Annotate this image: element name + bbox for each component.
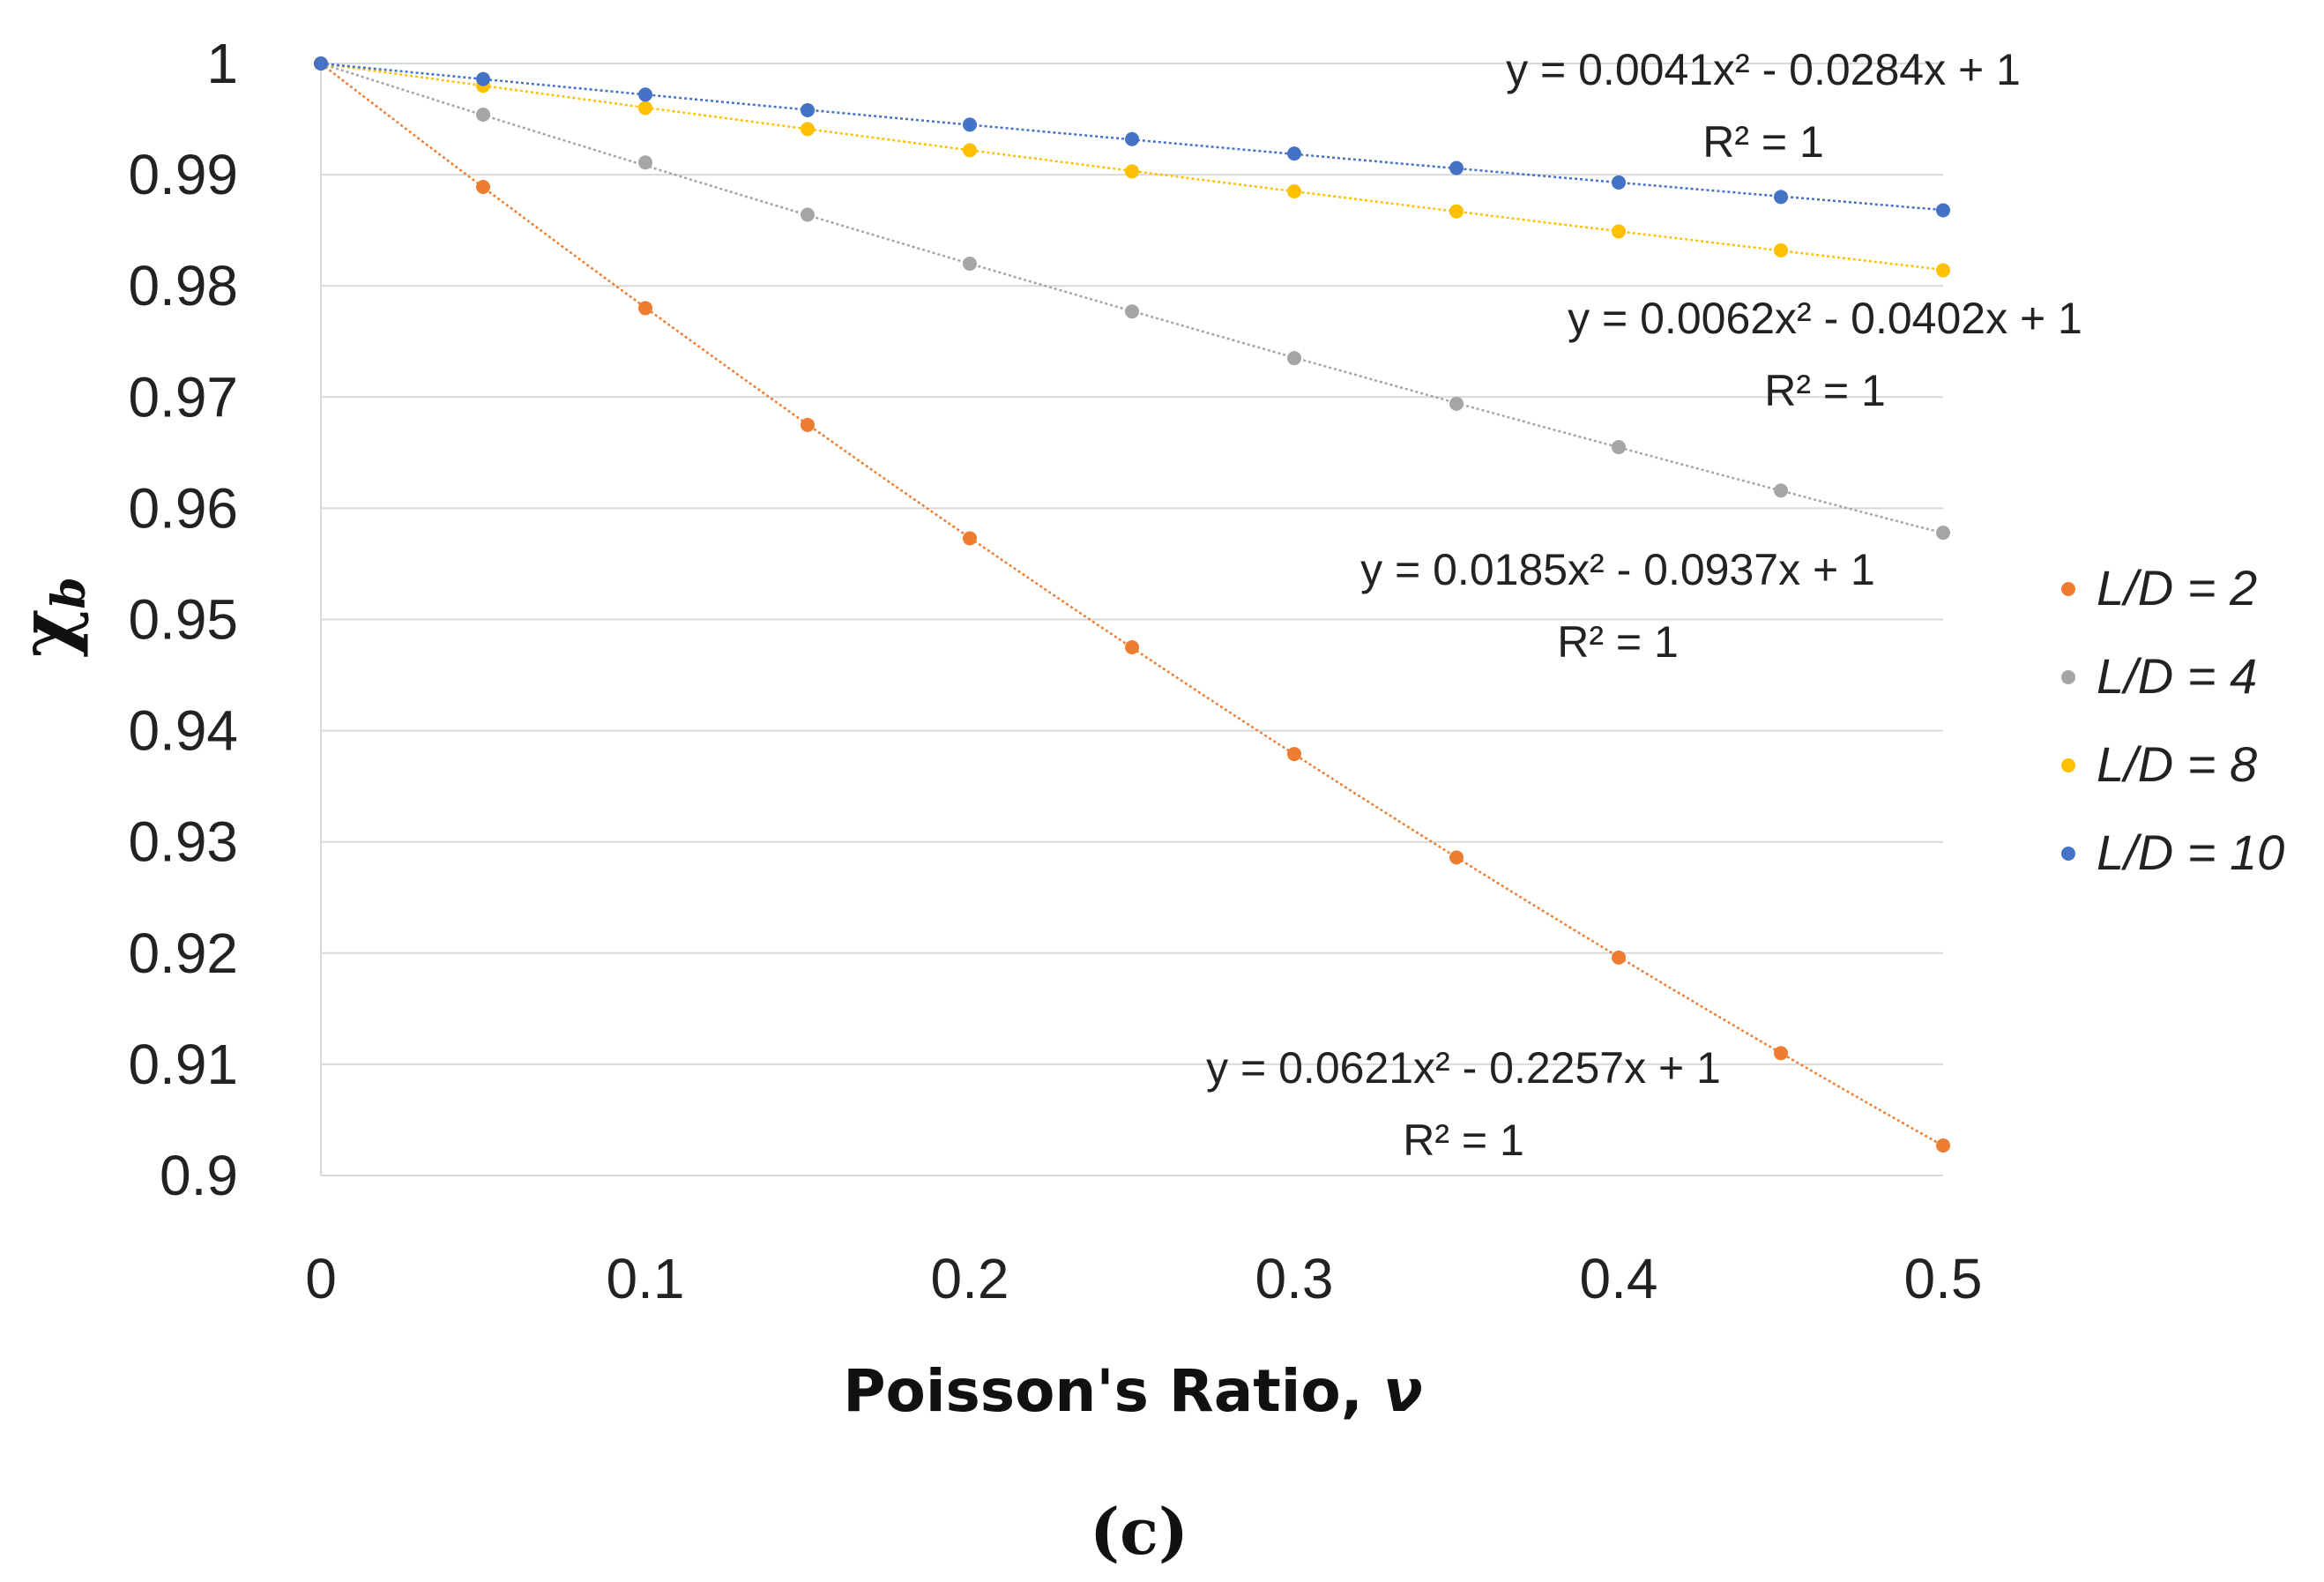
r-squared-label: R² = 1: [1702, 117, 1824, 167]
data-point: [1449, 160, 1464, 175]
r-squared-label: R² = 1: [1764, 366, 1886, 415]
data-point: [801, 102, 815, 117]
data-point: [801, 122, 815, 137]
trendline-series-1: [320, 63, 1944, 1147]
legend-label: L/D = 2: [2097, 560, 2257, 616]
data-point: [1449, 204, 1464, 219]
trendline-equation: y = 0.0185x² - 0.0937x + 1: [1360, 545, 1875, 594]
r-squared-label: R² = 1: [1403, 1116, 1524, 1165]
y-tick-labels: 0.9 0.91 0.92 0.93 0.94 0.95 0.96 0.97 0.98 0.99 1: [128, 32, 238, 1207]
data-point: [476, 179, 490, 194]
data-point: [963, 117, 977, 132]
data-point: [1125, 640, 1139, 655]
trendline-equation: y = 0.0062x² - 0.0402x + 1: [1568, 294, 2082, 343]
data-point: [638, 155, 652, 170]
y-axis-title: χb: [3, 577, 96, 658]
gridlines: [320, 63, 1943, 1176]
y-tick-label: 0.92: [128, 922, 238, 985]
data-point: [801, 207, 815, 222]
data-point: [1287, 184, 1301, 199]
data-point: [1774, 243, 1788, 257]
x-axis-title-text: Poisson's Ratio,: [843, 1357, 1383, 1425]
x-tick-labels: 0 0.1 0.2 0.3 0.4 0.5: [305, 1247, 1982, 1310]
x-tick-label: 0.2: [931, 1247, 1009, 1310]
r-squared-label: R² = 1: [1557, 617, 1679, 667]
data-point: [1774, 190, 1788, 205]
trendline-equation: y = 0.0621x² - 0.2257x + 1: [1206, 1043, 1721, 1093]
y-tick-label: 0.95: [128, 588, 238, 652]
legend-marker: [2061, 847, 2075, 861]
data-point: [1449, 850, 1464, 865]
y-tick-label: 1: [206, 32, 238, 95]
y-tick-label: 0.99: [128, 143, 238, 206]
x-tick-label: 0.5: [1904, 1247, 1983, 1310]
data-point: [801, 417, 815, 432]
figure-caption: (c): [1090, 1494, 1188, 1569]
data-point: [1287, 146, 1301, 161]
data-point: [1612, 175, 1626, 190]
data-point: [1774, 483, 1788, 498]
x-tick-label: 0.1: [607, 1247, 685, 1310]
data-point: [963, 256, 977, 271]
data-point: [1287, 747, 1301, 762]
data-point: [638, 301, 652, 316]
y-tick-label: 0.96: [128, 476, 238, 540]
data-point: [1287, 351, 1301, 366]
y-tick-label: 0.93: [128, 810, 238, 874]
y-axis-title-subscript: b: [42, 577, 96, 608]
data-point: [1936, 526, 1950, 541]
data-point: [638, 101, 652, 116]
x-tick-label: 0.4: [1580, 1247, 1658, 1310]
data-point: [314, 56, 328, 71]
data-point: [1125, 164, 1139, 179]
series-1-points: [314, 56, 1950, 1153]
trendline-equation: y = 0.0041x² - 0.0284x + 1: [1506, 45, 2021, 94]
legend-marker: [2061, 670, 2075, 684]
legend-label: L/D = 8: [2097, 736, 2257, 792]
data-point: [1612, 440, 1626, 455]
data-point: [476, 71, 490, 86]
data-point: [1936, 263, 1950, 278]
y-tick-label: 0.94: [128, 699, 238, 763]
trendlines: [320, 62, 1944, 1147]
x-tick-label: 0: [305, 1247, 337, 1310]
legend: L/D = 2 L/D = 4 L/D = 8 L/D = 10: [2061, 560, 2284, 880]
y-axis-title-symbol: χ: [3, 609, 90, 658]
data-point: [638, 87, 652, 102]
data-points: [314, 56, 1950, 1153]
series-4-points: [314, 56, 1950, 218]
data-point: [476, 108, 490, 123]
data-point: [1125, 131, 1139, 146]
data-point: [1612, 224, 1626, 239]
y-tick-label: 0.97: [128, 365, 238, 429]
data-point: [1936, 1138, 1950, 1153]
data-point: [1774, 1046, 1788, 1061]
svg-text:χb: χb: [3, 577, 96, 658]
legend-marker: [2061, 582, 2075, 596]
data-point: [1612, 950, 1626, 965]
legend-label: L/D = 10: [2097, 825, 2284, 880]
legend-marker: [2061, 758, 2075, 772]
y-tick-label: 0.9: [160, 1144, 238, 1207]
data-point: [963, 531, 977, 546]
data-point: [1125, 304, 1139, 319]
data-point: [1936, 203, 1950, 218]
x-axis-title: Poisson's Ratio, ν: [843, 1357, 1423, 1425]
x-axis-title-symbol: ν: [1383, 1357, 1423, 1425]
legend-label: L/D = 4: [2097, 648, 2257, 704]
x-tick-label: 0.3: [1255, 1247, 1334, 1310]
data-point: [963, 143, 977, 158]
y-tick-label: 0.91: [128, 1033, 238, 1096]
data-point: [1449, 396, 1464, 411]
trendline-equations: y = 0.0621x² - 0.2257x + 1 R² = 1 y = 0.01…: [1206, 45, 2082, 1165]
y-tick-label: 0.98: [128, 254, 238, 317]
